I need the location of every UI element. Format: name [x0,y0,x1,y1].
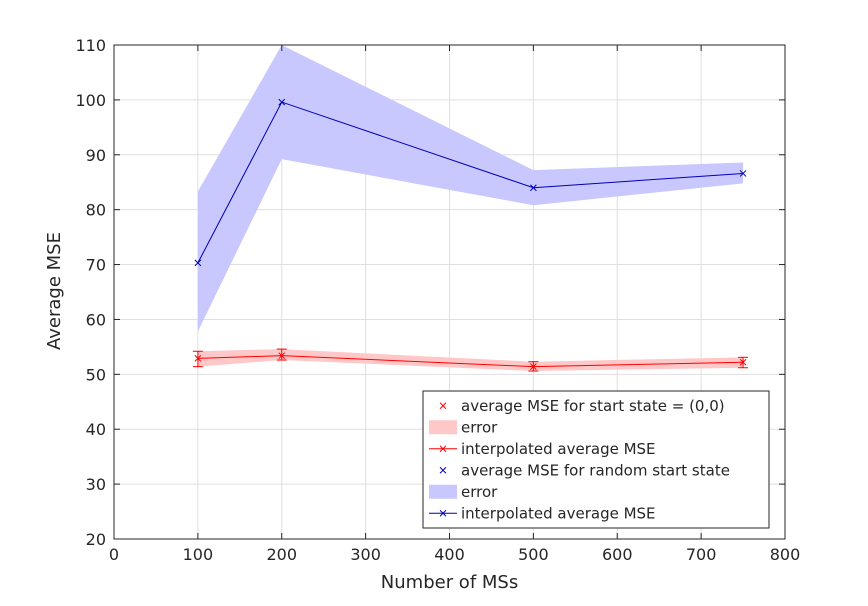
y-tick-label: 20 [86,530,106,549]
data-point-marker [194,259,202,267]
legend-swatch-error [429,420,457,435]
x-tick-label: 200 [266,545,297,564]
series-line-1 [197,355,744,368]
y-tick-label: 50 [86,365,106,384]
legend-label: average MSE for start state = (0,0) [461,397,725,415]
y-tick-label: 30 [86,475,106,494]
error-band-2 [197,45,744,332]
x-tick-label: 700 [686,545,717,564]
legend-marker-swatch [439,466,447,474]
x-axis-label: Number of MSs [381,572,518,593]
legend-label: average MSE for random start state [461,461,730,479]
x-tick-label: 400 [434,545,465,564]
x-tick-label: 800 [770,545,801,564]
legend: average MSE for start state = (0,0) error… [422,390,770,529]
x-tick-label: 100 [183,545,214,564]
data-point-marker [278,352,286,360]
legend-box [422,390,770,529]
legend-label: error [461,418,498,436]
data-point-marker [739,358,747,366]
y-tick-label: 70 [86,256,106,275]
y-tick-label: 60 [86,310,106,329]
data-point-marker [194,355,202,362]
series-line-2 [197,101,744,264]
x-tick-label: 300 [350,545,381,564]
y-tick-label: 40 [86,420,106,439]
legend-marker-swatch [439,402,447,410]
legend-label: error [461,483,498,501]
x-tick-label: 600 [602,545,633,564]
legend-marker-swatch [439,509,447,517]
y-tick-label: 110 [75,36,106,55]
y-tick-label: 100 [75,91,106,110]
data-point-marker [530,184,537,192]
y-tick-label: 80 [86,201,106,220]
y-tick-label: 90 [86,146,106,165]
x-tick-label: 0 [109,545,119,564]
data-point-marker [530,363,537,371]
x-tick-label: 500 [518,545,549,564]
data-point-marker [739,170,747,177]
y-axis-label: Average MSE [44,232,65,350]
legend-label: interpolated average MSE [461,440,656,458]
legend-swatch-error [429,484,457,499]
legend-label: interpolated average MSE [461,504,656,522]
legend-marker-swatch [439,445,447,453]
data-point-marker [278,98,286,106]
